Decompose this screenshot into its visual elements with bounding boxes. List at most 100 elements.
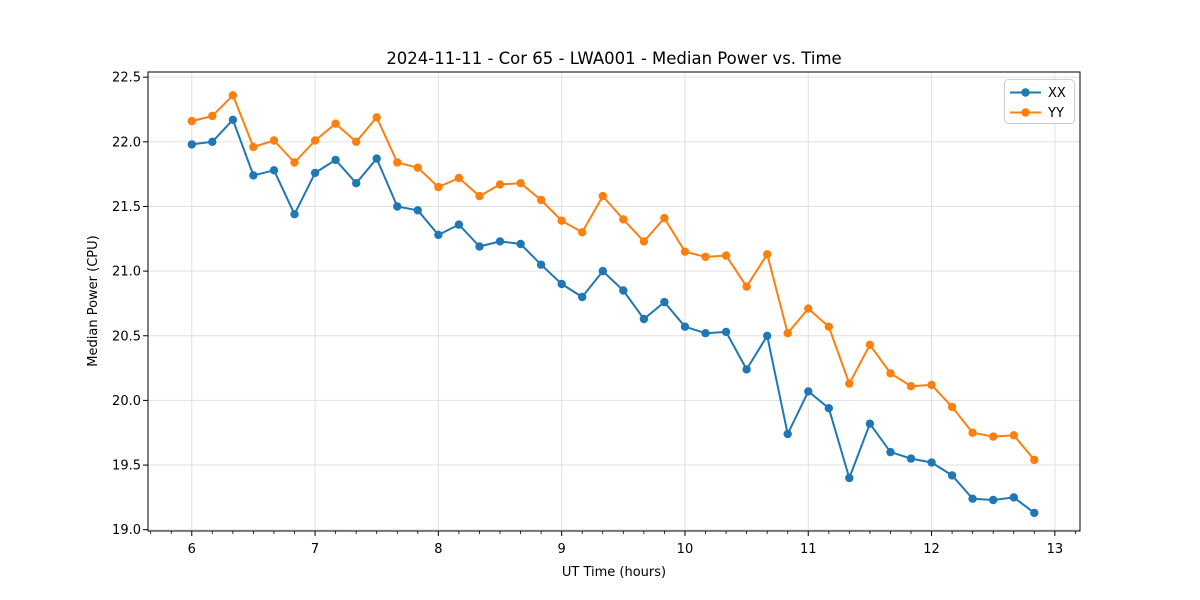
series-YY-point (989, 432, 998, 441)
x-tick-label: 11 (800, 542, 817, 557)
series-YY-point (413, 163, 422, 172)
x-tick-label: 7 (311, 542, 319, 557)
series-XX-point (475, 242, 484, 251)
series-YY-point (865, 340, 875, 349)
plot-border (147, 71, 1081, 532)
y-tick-label: 21.5 (112, 200, 141, 215)
series-YY-point (1030, 455, 1039, 465)
series-XX-point (701, 329, 710, 338)
series-YY-point (516, 179, 525, 188)
series-XX-point (536, 260, 546, 269)
series-YY-point (721, 251, 731, 260)
series-YY-point (947, 402, 957, 412)
series-YY-point (352, 137, 361, 146)
series-YY-point (1009, 431, 1018, 440)
series-YY-point (536, 195, 546, 205)
series-YY-point (886, 369, 895, 378)
series-XX-point (619, 286, 628, 295)
chart-title: 2024-11-11 - Cor 65 - LWA001 - Median Po… (386, 49, 841, 68)
series-YY-point (290, 158, 299, 167)
series-XX-point (906, 454, 916, 463)
series-YY-point (701, 252, 710, 262)
x-axis-label: UT Time (hours) (562, 565, 666, 580)
series-XX-point (947, 471, 957, 480)
series-XX-point (352, 179, 361, 188)
series-YY-point (804, 304, 813, 313)
x-tick-label: 6 (188, 542, 196, 557)
series-YY-point (619, 215, 628, 224)
y-tick-label: 21.0 (112, 265, 141, 280)
y-tick-label: 19.0 (112, 523, 141, 538)
series-YY-point (208, 111, 217, 121)
series-YY-point (824, 322, 833, 331)
series-YY-point (249, 142, 258, 152)
series-XX-point (1030, 508, 1039, 518)
series-YY-point (763, 250, 772, 259)
series-YY-point (927, 380, 936, 390)
series-YY-point (269, 136, 279, 145)
series-YY-point (742, 282, 751, 291)
x-tick-label: 9 (558, 542, 566, 557)
series-XX-point (454, 220, 464, 229)
series-XX-point (783, 429, 792, 439)
series-XX-point (249, 171, 258, 180)
y-tick-label: 20.0 (112, 394, 141, 409)
series-XX-point (968, 494, 977, 503)
series-XX-point (331, 155, 340, 165)
series-XX-point (845, 473, 854, 483)
series-YY-point (434, 182, 443, 192)
series-XX-point (1009, 493, 1018, 502)
x-tick-label: 10 (677, 542, 694, 557)
series-XX-point (742, 365, 751, 374)
x-tick-label: 12 (923, 542, 940, 557)
y-tick-label: 20.5 (112, 329, 141, 344)
series-YY-point (639, 237, 649, 246)
series-YY-point (228, 91, 238, 100)
series-XX-point (804, 387, 813, 396)
series-XX-point (516, 239, 525, 249)
series-XX-point (824, 404, 833, 413)
series-XX-point (680, 322, 690, 331)
series-YY-point (372, 113, 381, 122)
series-XX-point (413, 206, 422, 215)
series-YY-point (680, 247, 690, 256)
series-YY-point (393, 158, 402, 167)
series-YY-point (495, 180, 505, 189)
series-XX-point (598, 266, 607, 276)
axes-layer: 6 7 8 9 10 11 12 13 19.0 19.5 20.0 20.5 21.0 21.5 22.0… (112, 71, 1081, 557)
x-tick-label: 13 (1047, 542, 1064, 557)
series-XX-line (191, 118, 1035, 514)
series-YY-point (598, 191, 607, 201)
series-XX-point (989, 495, 998, 505)
legend-label-XX: XX (1048, 86, 1066, 101)
series-YY-point (968, 428, 977, 437)
series-XX-point (310, 168, 320, 178)
series-XX-point (927, 458, 936, 467)
series-XX-point (660, 297, 669, 307)
series-XX-point (886, 447, 895, 457)
series-YY-point (454, 173, 464, 183)
legend: XX YY (1004, 79, 1075, 124)
series-XX-point (721, 327, 731, 337)
series-XX-point (372, 154, 381, 163)
series-YY-point (557, 216, 566, 225)
series-YY-point (845, 379, 854, 388)
legend-marker-XX (1021, 88, 1030, 97)
series-XX-point (434, 230, 443, 240)
series-XX-point (495, 237, 505, 246)
series-XX-point (269, 166, 279, 175)
y-tick-label: 22.5 (112, 71, 141, 86)
series-layer (187, 91, 1039, 518)
series-XX-point (187, 140, 196, 149)
y-axis-label: Median Power (CPU) (86, 235, 101, 366)
series-XX-point (228, 115, 238, 125)
series-XX-point (208, 137, 217, 146)
x-tick-label: 8 (434, 542, 442, 557)
y-tick-label: 19.5 (112, 459, 141, 474)
series-XX-point (290, 210, 299, 219)
series-YY-point (187, 116, 196, 126)
legend-label-YY: YY (1047, 106, 1064, 121)
y-tick-label: 22.0 (112, 135, 141, 150)
